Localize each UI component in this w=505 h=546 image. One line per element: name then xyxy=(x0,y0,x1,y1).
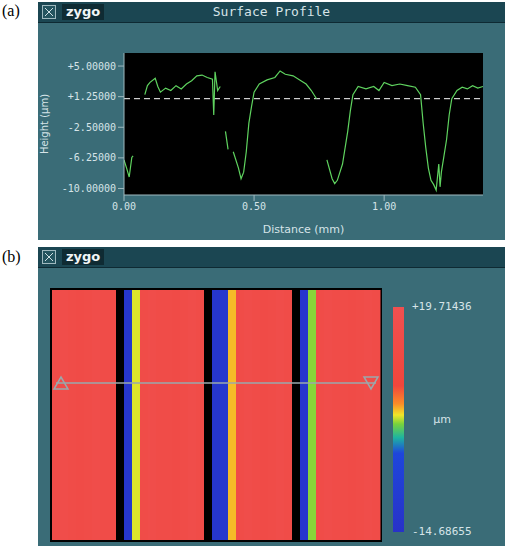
html-text:zygo: zygo xyxy=(66,249,101,264)
html-text:Surface Profile: Surface Profile xyxy=(212,4,331,19)
svg-text:+1.25000: +1.25000 xyxy=(68,91,116,102)
html-text:zygo: zygo xyxy=(66,4,101,19)
svg-text:-10.00000: -10.00000 xyxy=(62,183,116,194)
html-text:(b): (b) xyxy=(2,248,21,265)
svg-text:-14.68655: -14.68655 xyxy=(412,525,472,538)
svg-text:0.50: 0.50 xyxy=(242,201,266,212)
svg-text:+5.00000: +5.00000 xyxy=(68,61,116,72)
svg-text:µm: µm xyxy=(433,413,451,426)
html-text:(a): (a) xyxy=(2,2,20,19)
svg-text:0.00: 0.00 xyxy=(112,201,136,212)
svg-text:-2.50000: -2.50000 xyxy=(68,122,116,133)
svg-text:+19.71436: +19.71436 xyxy=(412,300,472,313)
svg-text:Height (µm): Height (µm) xyxy=(39,94,50,154)
svg-text:Distance (mm): Distance (mm) xyxy=(263,223,345,236)
svg-text:1.00: 1.00 xyxy=(372,201,396,212)
svg-text:-6.25000: -6.25000 xyxy=(68,152,116,163)
